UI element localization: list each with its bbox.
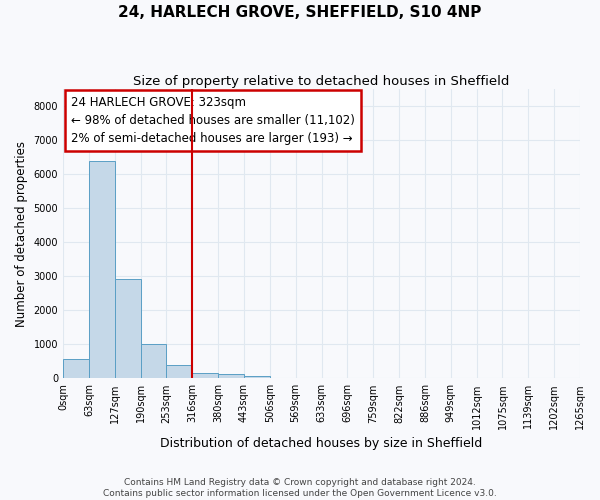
Text: 24 HARLECH GROVE: 323sqm
← 98% of detached houses are smaller (11,102)
2% of sem: 24 HARLECH GROVE: 323sqm ← 98% of detach…	[71, 96, 355, 146]
Y-axis label: Number of detached properties: Number of detached properties	[15, 140, 28, 326]
Title: Size of property relative to detached houses in Sheffield: Size of property relative to detached ho…	[133, 75, 510, 88]
Text: Contains HM Land Registry data © Crown copyright and database right 2024.
Contai: Contains HM Land Registry data © Crown c…	[103, 478, 497, 498]
Bar	[89, 160, 115, 378]
Bar	[192, 373, 218, 378]
X-axis label: Distribution of detached houses by size in Sheffield: Distribution of detached houses by size …	[160, 437, 482, 450]
Text: 24, HARLECH GROVE, SHEFFIELD, S10 4NP: 24, HARLECH GROVE, SHEFFIELD, S10 4NP	[118, 5, 482, 20]
Bar	[166, 366, 192, 378]
Bar	[63, 359, 89, 378]
Bar	[218, 374, 244, 378]
Bar	[115, 278, 140, 378]
Bar	[140, 344, 166, 378]
Bar	[244, 376, 270, 378]
